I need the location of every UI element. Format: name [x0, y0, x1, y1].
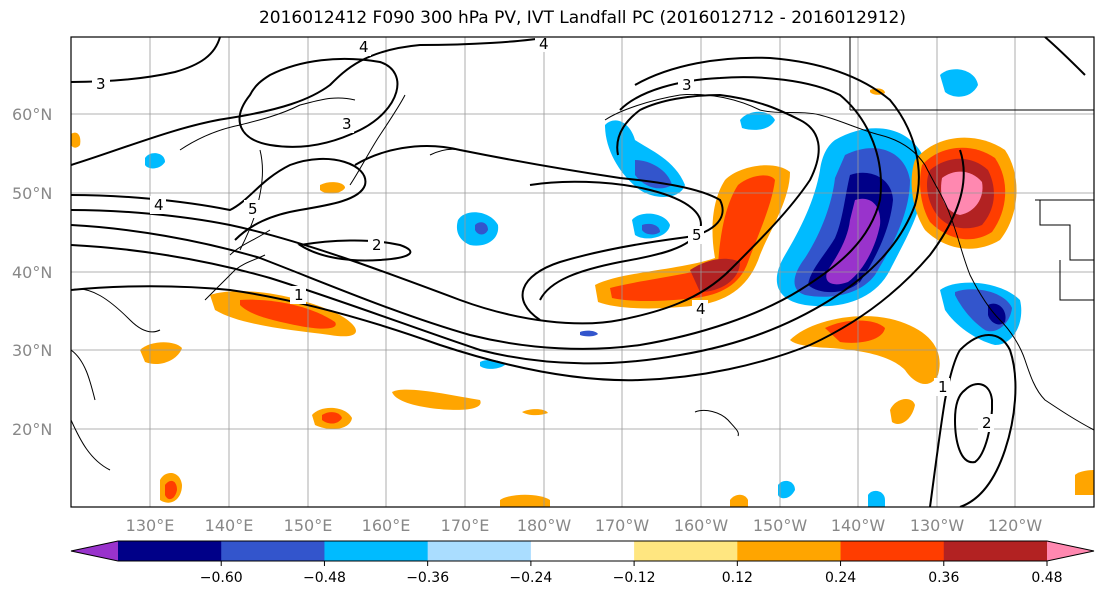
contour-label: 3	[96, 75, 106, 93]
contour-label: 5	[248, 200, 258, 218]
contour-label: 3	[342, 115, 352, 133]
gridlines	[71, 37, 1094, 507]
colorbar-segment	[530, 541, 635, 561]
colorbar-tick-label: −0.36	[406, 570, 449, 586]
colorbar-tick-label: −0.60	[200, 570, 243, 586]
lon-label: 160°W	[674, 516, 729, 535]
lon-axis-labels: 130°E 140°E 150°E 160°E 170°E 180°W 170°…	[126, 516, 1043, 535]
contour-label: 3	[682, 76, 692, 94]
colorbar-segment	[324, 541, 429, 561]
colorbar-right-extension	[1047, 541, 1094, 561]
colorbar-tick-label: 0.24	[825, 570, 856, 586]
lon-label: 180°W	[517, 516, 572, 535]
colorbar-tick-label: 0.12	[722, 570, 753, 586]
colorbar-tick-label: −0.48	[303, 570, 346, 586]
colorbar-segment	[634, 541, 738, 561]
colorbar-segment	[427, 541, 532, 561]
lon-label: 160°E	[362, 516, 411, 535]
contour-labels: 3 4 4 3 4 5 3 2 1 5 4 1 2	[92, 35, 994, 432]
lat-label: 40°N	[12, 263, 52, 282]
pv-contours	[71, 37, 1086, 507]
colorbar-left-extension	[71, 541, 118, 561]
colorbar-segment	[118, 541, 222, 561]
contour-label: 4	[359, 38, 369, 56]
contour-label: 2	[982, 414, 992, 432]
lat-label: 30°N	[12, 341, 52, 360]
contour-label: 4	[154, 196, 164, 214]
colorbar-segment	[943, 541, 1048, 561]
colorbar-segment	[840, 541, 945, 561]
lat-label: 20°N	[12, 420, 52, 439]
contour-label: 2	[372, 236, 382, 254]
colorbar-tick-label: 0.36	[928, 570, 959, 586]
lon-label: 150°W	[753, 516, 808, 535]
colorbar-segment	[221, 541, 325, 561]
contour-label: 1	[938, 378, 948, 396]
contour-label: 4	[696, 300, 706, 318]
lat-axis-labels: 60°N 50°N 40°N 30°N 20°N	[12, 105, 52, 439]
contour-label: 1	[294, 286, 304, 304]
lon-label: 170°E	[441, 516, 490, 535]
lon-label: 120°W	[988, 516, 1043, 535]
lon-label: 140°W	[831, 516, 886, 535]
lon-label: 170°W	[595, 516, 650, 535]
map-title: 2016012412 F090 300 hPa PV, IVT Landfall…	[258, 8, 906, 28]
colorbar-tick-label: −0.12	[613, 570, 656, 586]
colorbar: −0.60 −0.48 −0.36 −0.24 −0.12 0.12 0.24 0.36 0.4…	[70, 540, 1095, 586]
plot-frame	[70, 36, 1095, 508]
lon-label: 130°E	[126, 516, 175, 535]
lat-label: 50°N	[12, 184, 52, 203]
colorbar-tick-label: −0.24	[509, 570, 552, 586]
contour-label: 5	[692, 226, 702, 244]
contour-label: 4	[539, 35, 549, 53]
lon-label: 140°E	[205, 516, 254, 535]
lat-label: 60°N	[12, 105, 52, 124]
lon-label: 150°E	[284, 516, 333, 535]
colorbar-segment	[737, 541, 842, 561]
colorbar-tick-label: 0.48	[1031, 570, 1062, 586]
lon-label: 130°W	[910, 516, 965, 535]
